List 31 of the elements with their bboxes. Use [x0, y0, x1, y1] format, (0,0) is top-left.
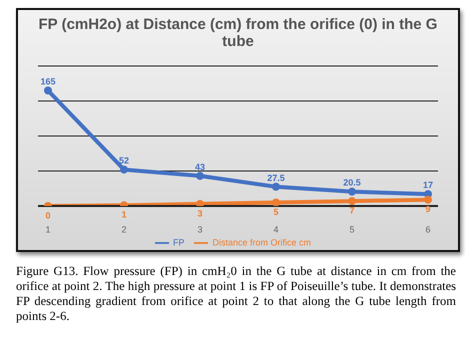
data-label: 7	[349, 205, 355, 216]
point	[348, 188, 356, 196]
data-label: 52	[118, 156, 130, 166]
x-tick-label: 1	[45, 224, 51, 234]
data-label: 20.5	[343, 178, 361, 188]
data-label: 27.5	[267, 172, 285, 183]
data-label: 5	[273, 206, 279, 217]
chart-title: FP (cmH2o) at Distance (cm) from the orifice (0) in the G tube	[38, 15, 438, 50]
x-tick-label: 6	[425, 224, 431, 234]
legend-label: FP	[172, 237, 184, 248]
x-tick-label: 5	[349, 224, 355, 234]
data-label: 0	[45, 210, 51, 220]
point	[120, 166, 128, 174]
legend-label: Distance from Orifice cm	[212, 237, 312, 248]
data-label: 1	[121, 210, 127, 220]
data-label: 3	[197, 208, 203, 218]
point	[272, 182, 280, 191]
point	[44, 86, 52, 94]
data-label: 165	[40, 76, 56, 86]
point	[424, 196, 432, 204]
data-label: 9	[425, 204, 431, 214]
point	[196, 172, 204, 180]
caption: Figure G13. Flow pressure (FP) in cmH₂0 in the G tube at distance in cm from the orifice at point 2. The high pressure at point 1 is FP of Poiseuille’s tube. It demonstrates FP descending gradient from orifice at point 2 to that along the G tube length from points 2-6.	[16, 264, 456, 324]
data-label: 17	[422, 180, 434, 190]
data-label: 43	[194, 162, 206, 172]
x-tick-label: 3	[197, 224, 203, 234]
point	[272, 198, 280, 206]
point	[196, 200, 204, 206]
x-tick-label: 2	[121, 224, 127, 234]
point	[348, 197, 356, 206]
x-tick-label: 4	[273, 224, 279, 234]
